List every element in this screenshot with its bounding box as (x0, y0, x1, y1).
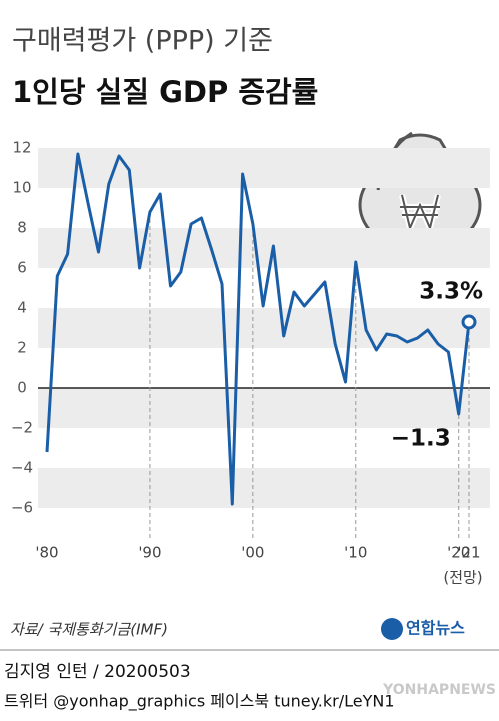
grid-band (38, 388, 490, 428)
y-tick-label: 2 (17, 339, 27, 357)
plot: −6 −4 −2 0 2 4 6 8 10 12 '80 '90 '00 '10 '20'21 (전망) −1.… (11, 139, 490, 587)
value-label: 3.3% (419, 279, 483, 305)
x-tick-label: '10 (344, 544, 367, 562)
grid-band (38, 468, 490, 508)
y-tick-label: −4 (11, 459, 33, 477)
y-tick-label: 8 (17, 219, 27, 237)
y-tick-label: 12 (12, 139, 31, 157)
y-tick-label: 4 (17, 299, 27, 317)
x-tick-label: '80 (35, 544, 58, 562)
chart-subtitle: 구매력평가 (PPP) 기준 (12, 26, 273, 57)
y-tick-label: 6 (17, 259, 27, 277)
end-marker (461, 314, 477, 330)
y-tick-label: 10 (12, 179, 31, 197)
x-tick-label: '21 (457, 544, 480, 562)
y-tick-label: −2 (11, 419, 33, 437)
data-line (45, 152, 471, 506)
grid-band (38, 148, 490, 188)
logo: 연합뉴스 (406, 619, 465, 638)
chart-title: 1인당 실질 GDP 증감률 (12, 75, 318, 109)
forecast-label: (전망) (443, 569, 482, 587)
y-tick-label: 0 (17, 379, 27, 397)
value-label: −1.3 (391, 426, 451, 452)
watermark: YONHAPNEWS (382, 682, 496, 698)
social: 트위터 @yonhap_graphics 페이스북 tuney.kr/LeYN1 (4, 692, 395, 712)
source: 자료/ 국제통화기금(IMF) (10, 621, 168, 639)
x-tick-label: '20 (447, 544, 470, 562)
x-tick-label: '00 (241, 544, 264, 562)
author: 김지영 인턴 / 20200503 (4, 662, 191, 682)
grid-band (38, 228, 490, 268)
y-tick-label: −6 (11, 499, 33, 517)
grid-band (38, 308, 490, 348)
x-tick-label: '90 (138, 544, 161, 562)
logo-icon (381, 618, 403, 640)
